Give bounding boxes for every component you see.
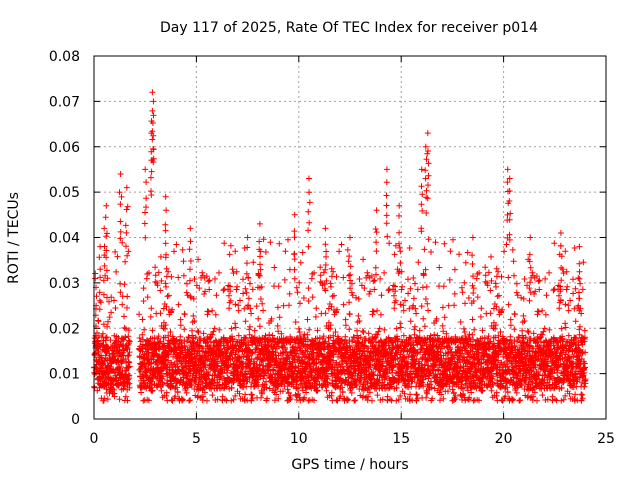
y-tick-label: 0.08: [49, 49, 80, 65]
x-tick-label: 10: [290, 431, 308, 447]
data-points: [91, 89, 589, 404]
y-tick-label: 0.02: [49, 321, 80, 337]
y-tick-label: 0.03: [49, 276, 80, 292]
x-axis-label: GPS time / hours: [291, 457, 408, 473]
x-tick-label: 20: [495, 431, 513, 447]
y-tick-label: 0.06: [49, 140, 80, 156]
x-tick-label: 0: [90, 431, 99, 447]
y-axis-label: ROTI / TECUs: [6, 192, 22, 284]
y-axis-ticks: 0 0.01 0.02 0.03 0.04 0.05 0.06 0.07 0.08: [49, 49, 606, 428]
x-axis-ticks: 0 5 10 15 20 25: [90, 56, 615, 447]
x-tick-label: 5: [192, 431, 201, 447]
x-tick-label: 15: [392, 431, 410, 447]
chart-title: Day 117 of 2025, Rate Of TEC Index for r…: [160, 20, 538, 36]
y-tick-label: 0: [71, 412, 80, 428]
x-tick-label: 25: [597, 431, 615, 447]
y-tick-label: 0.04: [49, 231, 80, 247]
y-tick-label: 0.01: [49, 367, 80, 383]
roti-plus-markers: [91, 89, 589, 404]
y-tick-label: 0.05: [49, 185, 80, 201]
y-tick-label: 0.07: [49, 94, 80, 110]
